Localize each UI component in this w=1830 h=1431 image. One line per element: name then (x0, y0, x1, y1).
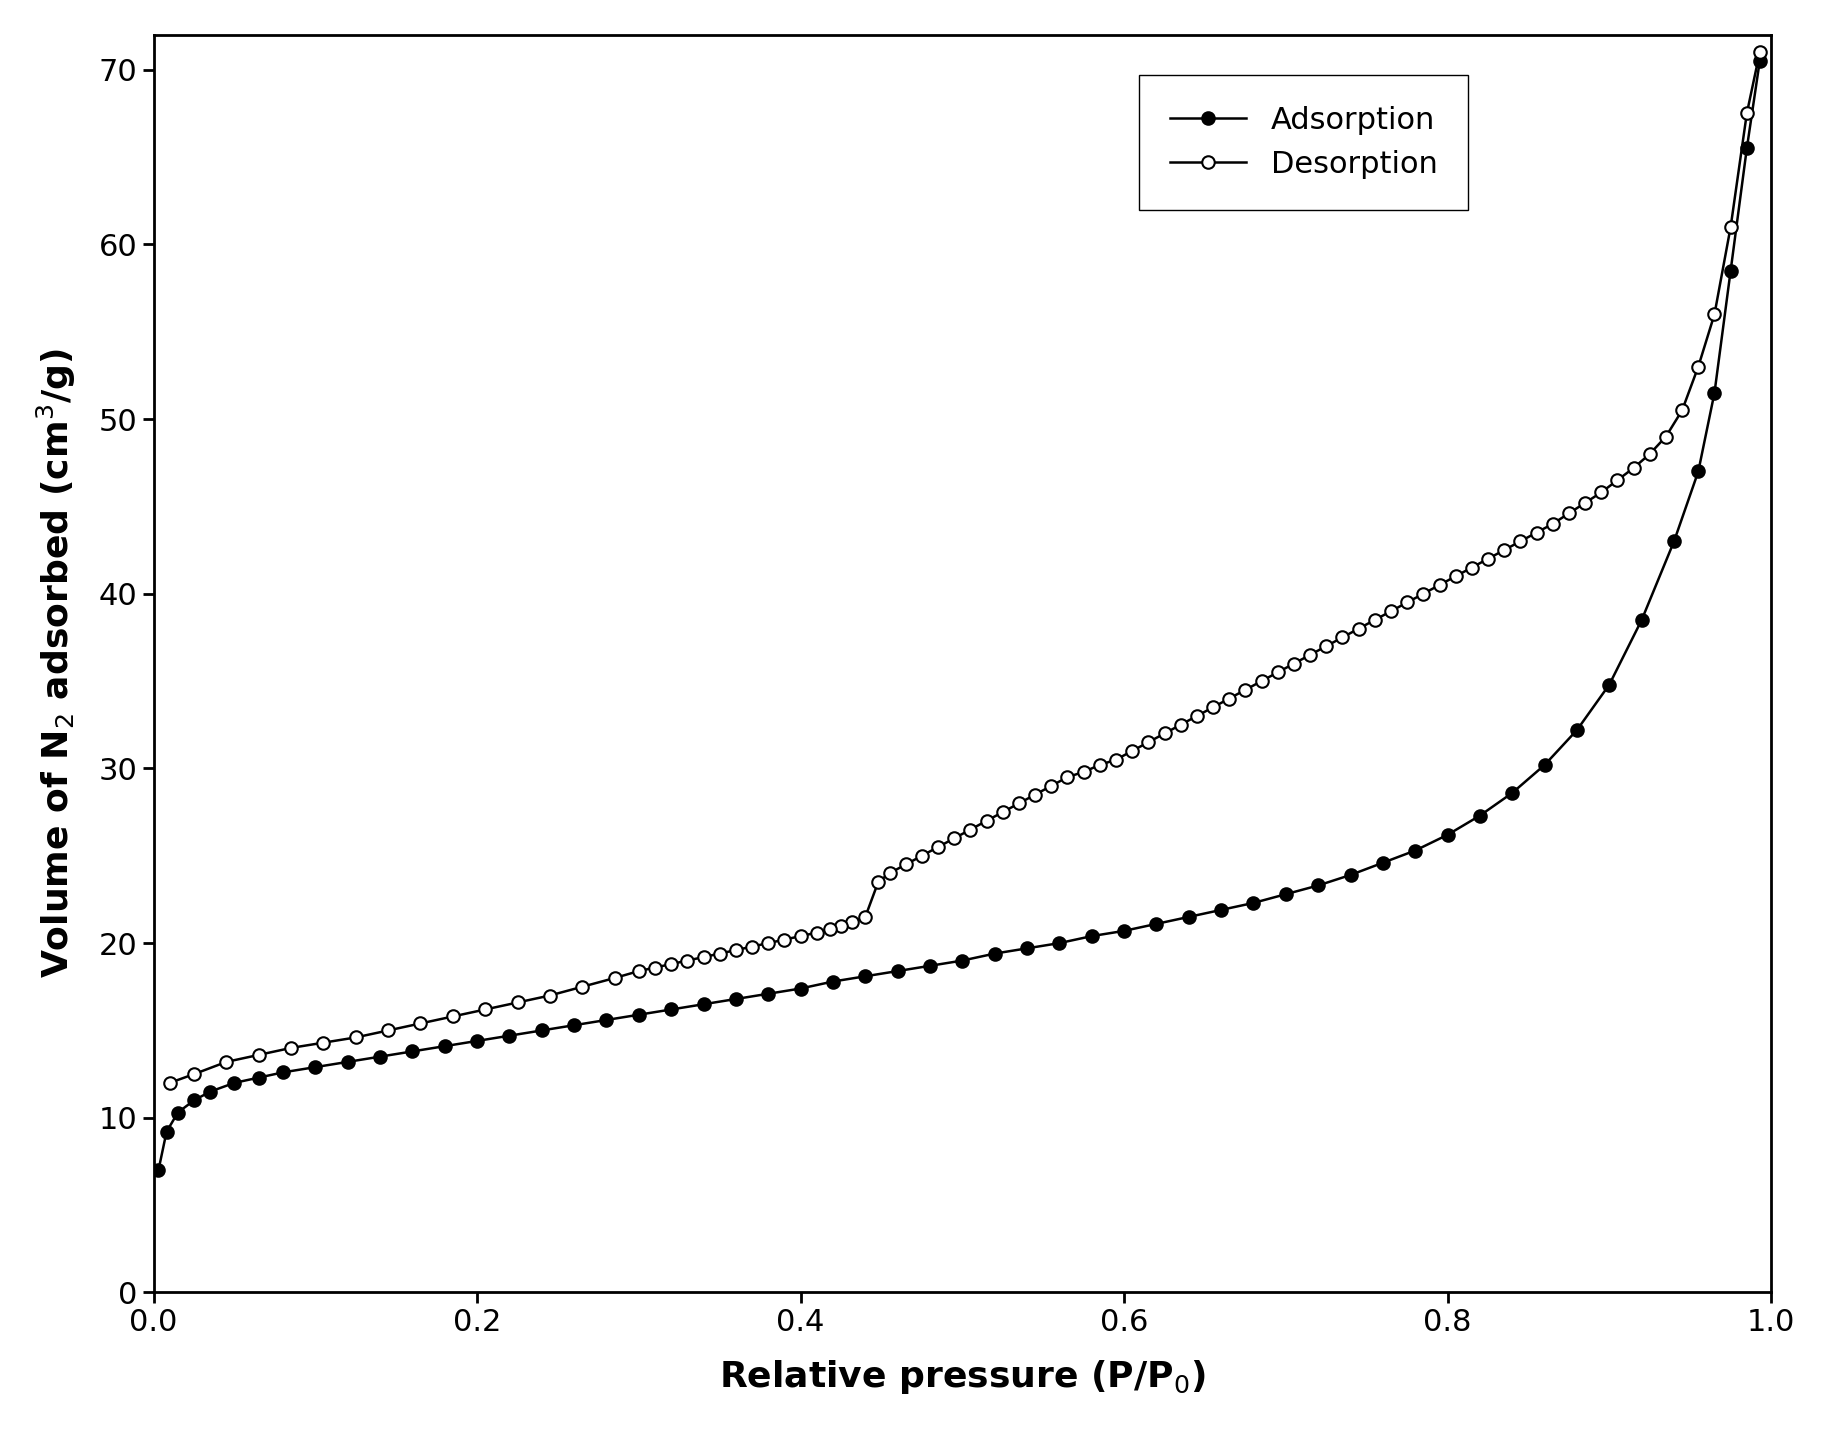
Adsorption (1049, 934, 1071, 952)
Adsorption (1210, 902, 1232, 919)
Adsorption (148, 1162, 170, 1179)
Legend: Adsorption, Desorption: Adsorption, Desorption (1140, 76, 1468, 209)
Adsorption (1749, 53, 1771, 70)
Adsorption (692, 996, 714, 1013)
Line: Desorption: Desorption (163, 46, 1766, 1089)
Y-axis label: Volume of N$_2$ adsorbed (cm$^3$/g): Volume of N$_2$ adsorbed (cm$^3$/g) (35, 349, 79, 979)
Desorption (644, 959, 666, 976)
Adsorption (156, 1123, 178, 1141)
Adsorption (1404, 841, 1426, 859)
Adsorption (1146, 916, 1168, 933)
X-axis label: Relative pressure (P/P$_0$): Relative pressure (P/P$_0$) (719, 1358, 1206, 1397)
Desorption (1749, 43, 1771, 60)
Desorption (1056, 768, 1078, 786)
Desorption (1444, 568, 1466, 585)
Desorption (159, 1075, 181, 1092)
Desorption (1347, 620, 1369, 637)
Line: Adsorption: Adsorption (152, 54, 1766, 1176)
Desorption (1526, 524, 1548, 541)
Desorption (1169, 716, 1191, 733)
